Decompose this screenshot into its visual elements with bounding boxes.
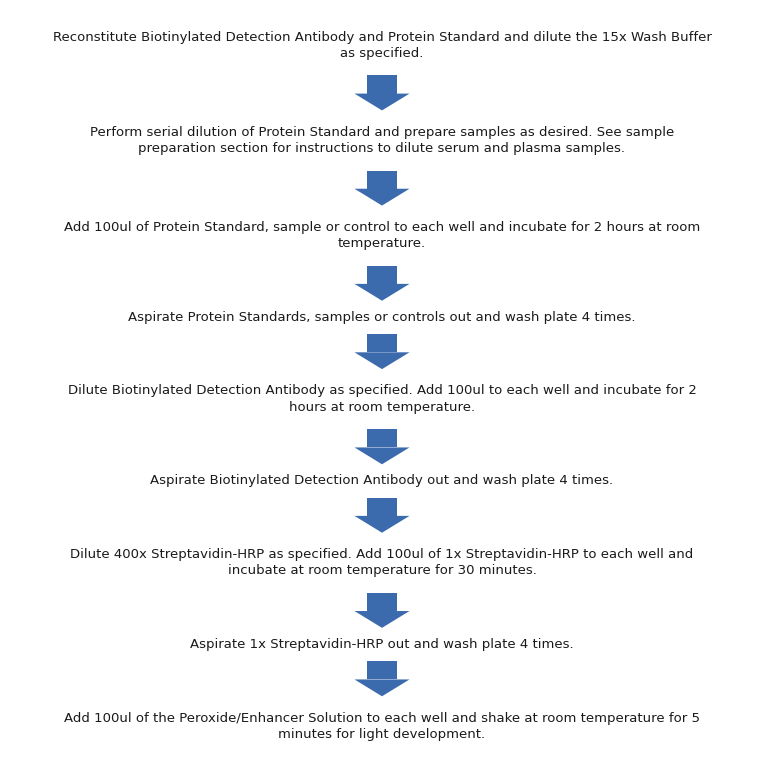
- Text: Perform serial dilution of Protein Standard and prepare samples as desired. See : Perform serial dilution of Protein Stand…: [90, 126, 674, 155]
- Bar: [367, 593, 397, 611]
- Bar: [367, 429, 397, 448]
- Bar: [367, 497, 397, 516]
- Polygon shape: [354, 448, 410, 465]
- Text: Reconstitute Biotinylated Detection Antibody and Protein Standard and dilute the: Reconstitute Biotinylated Detection Anti…: [53, 31, 711, 60]
- Bar: [367, 266, 397, 284]
- Text: Aspirate Protein Standards, samples or controls out and wash plate 4 times.: Aspirate Protein Standards, samples or c…: [128, 311, 636, 324]
- Text: Dilute Biotinylated Detection Antibody as specified. Add 100ul to each well and : Dilute Biotinylated Detection Antibody a…: [67, 384, 697, 414]
- Text: Add 100ul of Protein Standard, sample or control to each well and incubate for 2: Add 100ul of Protein Standard, sample or…: [64, 221, 700, 251]
- Polygon shape: [354, 284, 410, 301]
- Bar: [367, 170, 397, 189]
- Polygon shape: [354, 352, 410, 369]
- Text: Dilute 400x Streptavidin-HRP as specified. Add 100ul of 1x Streptavidin-HRP to e: Dilute 400x Streptavidin-HRP as specifie…: [70, 548, 694, 578]
- Polygon shape: [354, 94, 410, 111]
- Bar: [367, 76, 397, 94]
- Text: Add 100ul of the Peroxide/Enhancer Solution to each well and shake at room tempe: Add 100ul of the Peroxide/Enhancer Solut…: [64, 711, 700, 741]
- Polygon shape: [354, 516, 410, 533]
- Bar: [367, 661, 397, 679]
- Text: Aspirate 1x Streptavidin-HRP out and wash plate 4 times.: Aspirate 1x Streptavidin-HRP out and was…: [190, 638, 574, 651]
- Bar: [367, 334, 397, 352]
- Polygon shape: [354, 189, 410, 206]
- Polygon shape: [354, 611, 410, 628]
- Polygon shape: [354, 679, 410, 696]
- Text: Aspirate Biotinylated Detection Antibody out and wash plate 4 times.: Aspirate Biotinylated Detection Antibody…: [151, 474, 613, 487]
